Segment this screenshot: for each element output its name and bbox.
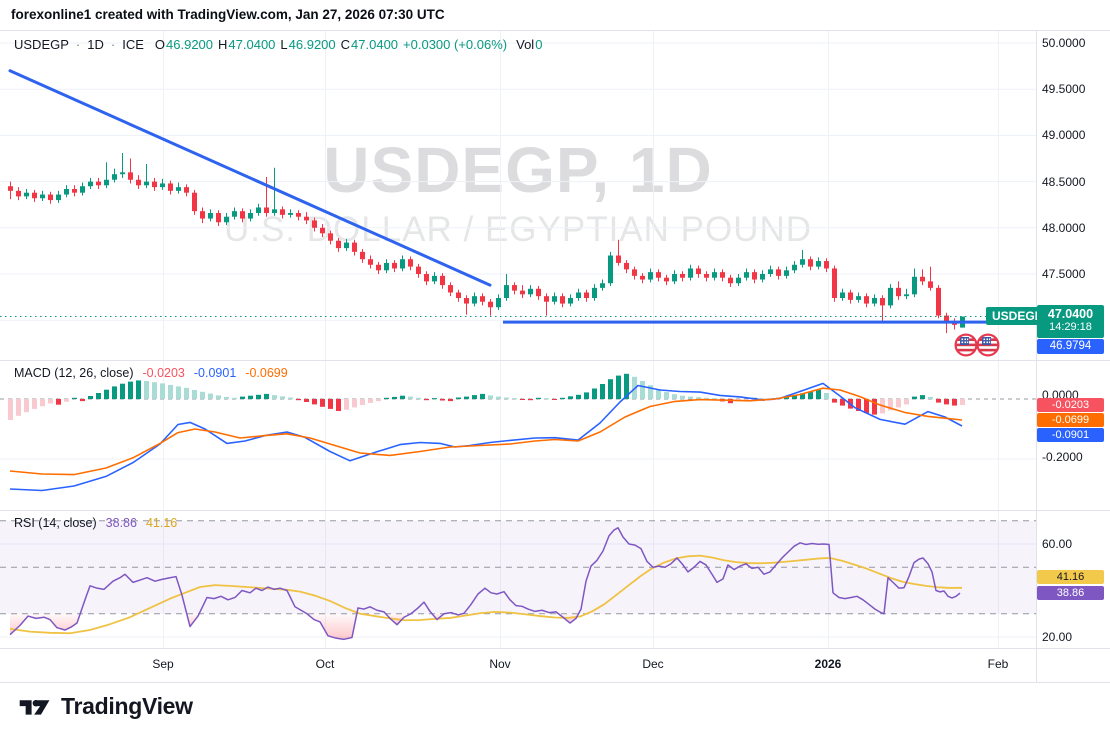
time-axis-label: Nov — [489, 657, 511, 671]
rsi-oversold-fill — [432, 613, 444, 620]
macd-hist-badge: -0.0203 — [1037, 398, 1104, 412]
macd-signal-value: -0.0699 — [245, 366, 288, 380]
time-axis-label: Oct — [315, 657, 335, 671]
time-axis-label: Dec — [642, 657, 664, 671]
price-axis-label: 48.0000 — [1042, 220, 1086, 235]
legend-interval[interactable]: 1D — [87, 37, 104, 52]
price-axis-label: 49.5000 — [1042, 82, 1086, 97]
macd-line-value: -0.0901 — [193, 366, 237, 380]
rsi-value: 38.86 — [105, 516, 137, 530]
rsi-value-badge: 38.86 — [1037, 586, 1104, 600]
legend-separator: · — [110, 37, 116, 52]
macd-hist-value: -0.0203 — [142, 366, 185, 380]
time-axis-label: Feb — [987, 657, 1009, 671]
candlestick-series[interactable] — [8, 152, 965, 334]
open-value: 46.9200 — [166, 37, 214, 52]
rsi-ma-line — [9, 554, 963, 635]
macd-legend[interactable]: MACD (12, 26, close) -0.0203 -0.0901 -0.… — [14, 366, 288, 380]
us-flag-icon — [978, 335, 998, 355]
volume-label: Vol — [516, 37, 535, 52]
title-bar: forexonline1 created with TradingView.co… — [0, 0, 1110, 30]
symbol-legend[interactable]: USDEGP · 1D · ICE O 46.9200 H 47.0400 L 46.… — [14, 37, 542, 52]
last-price-box: 47.0400 14:29:18 — [1037, 305, 1104, 338]
legend-separator: · — [75, 37, 81, 52]
rsi-oversold-fill — [307, 613, 357, 640]
price-axis-label: 50.0000 — [1042, 36, 1086, 50]
macd-signal-line — [9, 387, 963, 476]
close-label: C — [340, 37, 351, 52]
close-value: 47.0400 — [351, 37, 399, 52]
legend-exchange: ICE — [122, 37, 144, 52]
symbol-price-badge: USDEGP — [986, 307, 1049, 325]
macd-line-badge: -0.0901 — [1037, 428, 1104, 442]
rsi-ma-badge: 41.16 — [1037, 570, 1104, 584]
rsi-ma-value: 41.16 — [145, 516, 178, 530]
time-axis-label: 2026 — [814, 657, 842, 671]
change-value: +0.0300 (+0.06%) — [403, 37, 508, 52]
last-price-value: 47.0400 — [1047, 307, 1094, 321]
bar-countdown: 14:29:18 — [1049, 321, 1092, 333]
high-value: 47.0400 — [228, 37, 276, 52]
rsi-line — [9, 526, 961, 641]
macd-histogram — [8, 373, 965, 420]
rsi-legend[interactable]: RSI (14, close) 38.86 41.16 — [14, 516, 177, 530]
rsi-title[interactable]: RSI (14, close) — [14, 516, 97, 530]
support-price-label: 46.9794 — [1037, 339, 1104, 354]
trendline-drawing[interactable] — [8, 69, 492, 287]
tradingview-logo-icon — [19, 699, 50, 715]
rsi-oversold-fill — [10, 613, 81, 635]
macd-line — [9, 382, 963, 492]
macd-title[interactable]: MACD (12, 26, close) — [14, 366, 134, 380]
price-axis-label: 48.5000 — [1042, 174, 1086, 189]
macd-bottom-label: -0.2000 — [1042, 450, 1083, 464]
macd-signal-badge: -0.0699 — [1037, 413, 1104, 427]
time-axis-label: Sep — [152, 657, 174, 671]
price-axis-label: 47.5000 — [1042, 267, 1086, 281]
us-flag-icon — [956, 335, 976, 355]
tradingview-logo[interactable]: TradingView — [18, 693, 193, 720]
open-label: O — [154, 37, 166, 52]
legend-symbol[interactable]: USDEGP — [14, 37, 69, 52]
high-label: H — [218, 37, 228, 52]
low-label: L — [280, 37, 288, 52]
title-text: forexonline1 created with TradingView.co… — [11, 7, 445, 22]
rsi-bottom-label: 20.00 — [1042, 630, 1073, 644]
flag-marker-icon[interactable] — [952, 331, 1004, 359]
volume-value: 0 — [535, 37, 543, 52]
low-value: 46.9200 — [288, 37, 336, 52]
price-axis-label: 49.0000 — [1042, 128, 1086, 143]
tradingview-logo-text: TradingView — [61, 693, 193, 719]
rsi-top-label: 60.00 — [1042, 537, 1073, 551]
